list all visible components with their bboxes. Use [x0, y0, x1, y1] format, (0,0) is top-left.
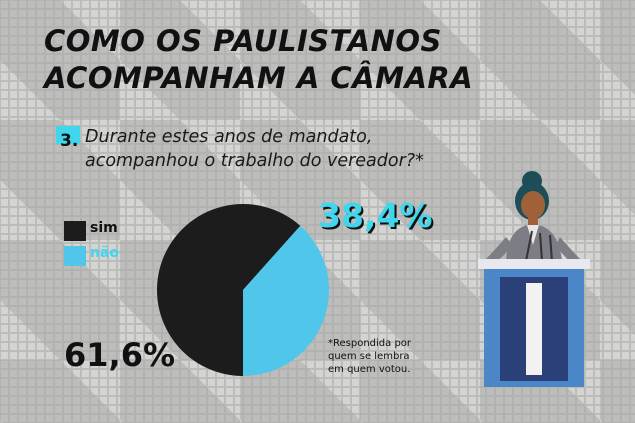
- legend-label-nao: não: [90, 245, 120, 261]
- pie-slice-nao: [243, 225, 329, 376]
- data-label-sim: 61,6%: [64, 336, 176, 374]
- question-number: 3.: [60, 131, 79, 151]
- title-line-1: COMO OS PAULISTANOS: [38, 24, 458, 58]
- footnote-line-1: *Respondida por: [328, 338, 412, 349]
- footnote-line-3: em quem votou.: [328, 364, 411, 375]
- pie-slice-sim: [157, 204, 301, 376]
- legend-swatch-sim: [64, 221, 86, 241]
- legend-swatch-nao: [64, 246, 86, 266]
- title-line-2: ACOMPANHAM A CÂMARA: [38, 61, 478, 95]
- pie-chart: [157, 204, 329, 376]
- question-line-2: acompanhou o trabalho do vereador?*: [85, 151, 424, 171]
- question-number-highlight: [56, 126, 80, 144]
- legend-label-sim: sim: [90, 220, 118, 236]
- footnote-line-2: quem se lembra: [328, 351, 410, 362]
- speaker-at-podium-illustration: [478, 171, 590, 387]
- question-line-1: Durante estes anos de mandato,: [85, 127, 373, 147]
- data-label-nao: 38,4%: [318, 196, 433, 235]
- footnote: *Respondida por quem se lembra em quem v…: [328, 337, 411, 376]
